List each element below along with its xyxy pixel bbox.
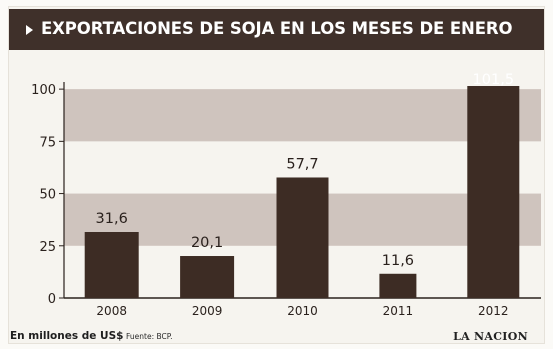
unit-note: En millones de US$ — [10, 330, 124, 342]
y-tick-label: 75 — [39, 135, 56, 150]
source-note: Fuente: BCP. — [126, 332, 173, 341]
data-label: 20,1 — [191, 235, 223, 251]
x-tick-labels: 2008 2009 2010 2011 2012 — [96, 304, 508, 318]
bars — [84, 86, 520, 298]
bar-2008 — [84, 231, 139, 298]
y-tick-label: 50 — [39, 188, 56, 203]
x-tick-label: 2009 — [192, 304, 223, 318]
chart-header: EXPORTACIONES DE SOJA EN LOS MESES DE EN… — [9, 9, 544, 50]
publisher-logo: LA NACION — [453, 330, 528, 343]
data-label: 101,5 — [473, 72, 515, 88]
y-tick-label: 100 — [31, 83, 56, 98]
data-label: 57,7 — [286, 156, 318, 172]
x-tick-label: 2011 — [383, 304, 414, 318]
x-tick-label: 2010 — [287, 304, 318, 318]
chart-title: EXPORTACIONES DE SOJA EN LOS MESES DE EN… — [41, 19, 513, 38]
y-ticks: 0 25 50 75 100 — [31, 83, 64, 307]
bar-2010 — [276, 177, 329, 298]
grid-band-1 — [64, 89, 541, 142]
data-labels: 31,6 20,1 57,7 11,6 101,5 — [96, 72, 515, 269]
chart-footer: En millones de US$ Fuente: BCP. LA NACIO… — [10, 330, 540, 348]
y-tick-label: 25 — [39, 240, 56, 255]
bar-2009 — [180, 256, 235, 298]
x-tick-label: 2008 — [96, 304, 127, 318]
bar-2011 — [379, 273, 417, 298]
bar-2012 — [467, 86, 520, 298]
y-tick-label: 0 — [48, 292, 56, 307]
x-tick-label: 2012 — [478, 304, 509, 318]
data-label: 11,6 — [382, 253, 414, 269]
triangle-bullet-icon — [26, 25, 33, 35]
data-label: 31,6 — [96, 211, 128, 227]
